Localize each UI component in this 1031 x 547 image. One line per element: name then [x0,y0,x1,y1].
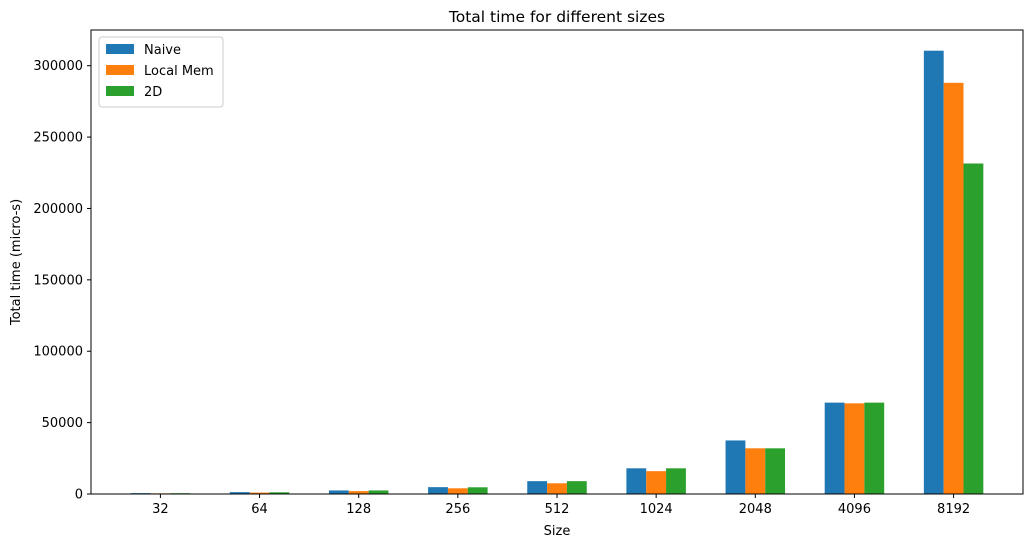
bar-naive-1024 [626,468,647,494]
bar-2d-256 [467,487,488,494]
bar-local-mem-128 [348,491,369,494]
y-tick-label: 150000 [33,273,83,288]
x-tick-label: 32 [152,502,169,517]
y-tick-label: 0 [75,488,83,503]
bar-naive-4096 [824,402,845,494]
legend-label-2d: 2D [144,85,162,100]
legend-swatch-local-mem [106,65,134,75]
bar-2d-64 [269,492,290,494]
x-tick-label: 8192 [937,502,970,517]
x-tick-label: 512 [545,502,570,517]
bar-2d-8192 [963,163,984,495]
x-tick-label: 1024 [640,502,673,517]
x-axis: 32 64 128 256 512 1024 2048 4096 8192 [152,494,970,517]
legend: Naive Local Mem 2D [98,36,224,108]
bar-2d-128 [368,490,389,494]
y-axis: 0 50000 100000 150000 200000 250000 300000 [33,59,91,503]
y-tick-label: 50000 [42,416,83,431]
bars-layer [130,50,984,495]
bar-naive-8192 [923,50,944,494]
x-tick-label: 128 [346,502,371,517]
bar-2d-512 [566,481,587,494]
bar-naive-128 [328,490,349,494]
x-axis-label: Size [544,524,571,539]
bar-2d-1024 [666,468,686,494]
y-tick-label: 300000 [33,59,83,74]
x-tick-label: 4096 [838,502,871,517]
bar-naive-2048 [725,440,746,494]
bar-2d-4096 [864,402,885,494]
bar-naive-512 [527,481,548,494]
legend-label-local-mem: Local Mem [144,64,214,79]
chart-title: Total time for different sizes [448,8,665,26]
x-tick-label: 2048 [739,502,772,517]
bar-local-mem-4096 [844,403,865,494]
y-tick-label: 250000 [33,131,83,146]
x-tick-label: 64 [251,502,268,517]
legend-swatch-2d [106,86,134,96]
y-axis-label: Total time (micro-s) [9,199,24,326]
bar-naive-64 [229,492,250,494]
bar-local-mem-64 [249,492,270,494]
bar-local-mem-256 [447,488,468,494]
y-tick-label: 200000 [33,202,83,217]
bar-local-mem-512 [547,483,567,494]
bar-local-mem-8192 [943,82,964,494]
legend-swatch-naive [106,44,134,54]
bar-local-mem-2048 [745,448,766,494]
x-tick-label: 256 [445,502,470,517]
bar-local-mem-1024 [646,471,667,494]
legend-label-naive: Naive [144,43,181,58]
y-tick-label: 100000 [33,345,83,360]
bar-naive-256 [428,487,448,494]
bar-2d-2048 [765,448,786,494]
